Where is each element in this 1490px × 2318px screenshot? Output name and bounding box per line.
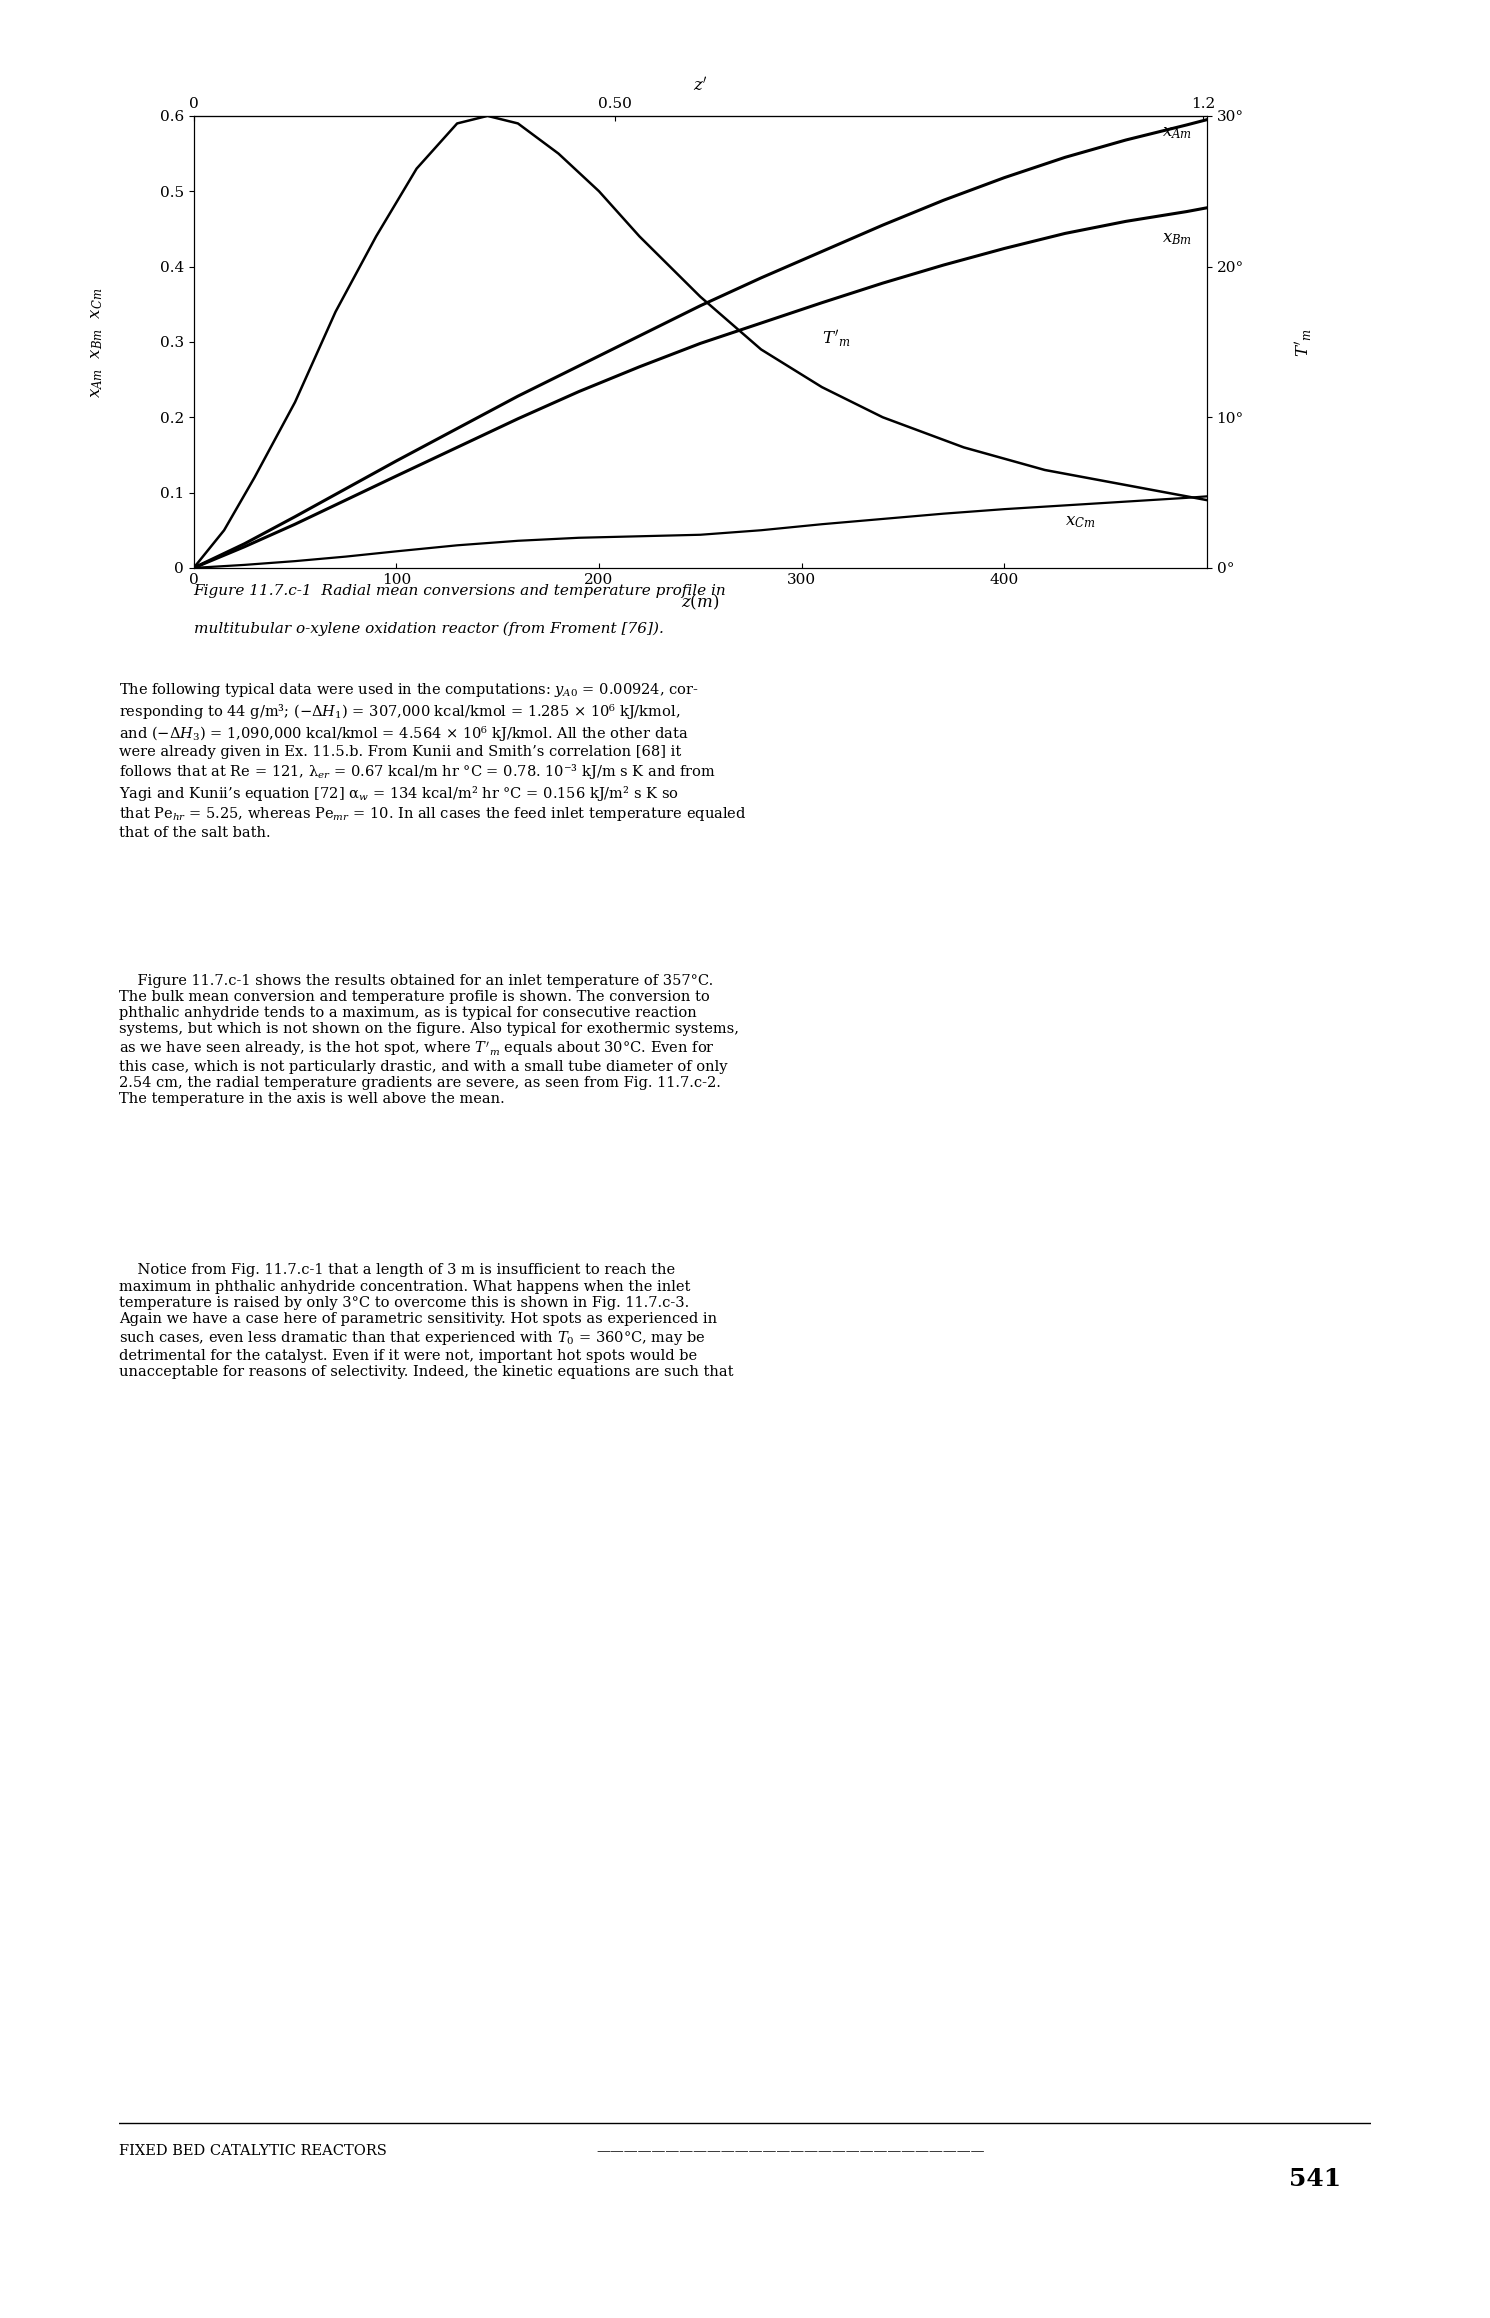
Text: $x_{Cm}$: $x_{Cm}$ [1065, 512, 1095, 531]
Text: The following typical data were used in the computations: $y_{A0}$ = 0.00924, co: The following typical data were used in … [119, 681, 746, 839]
Text: $x_{Am}$  $x_{Bm}$  $x_{Cm}$: $x_{Am}$ $x_{Bm}$ $x_{Cm}$ [88, 287, 106, 399]
Text: $T'_m$: $T'_m$ [1293, 329, 1314, 357]
Text: 541: 541 [1289, 2167, 1341, 2191]
X-axis label: $z'$: $z'$ [693, 76, 708, 95]
Text: Figure 11.7.c-1  Radial mean conversions and temperature profile in: Figure 11.7.c-1 Radial mean conversions … [194, 584, 727, 598]
X-axis label: $z(m)$: $z(m)$ [681, 593, 720, 612]
Text: Notice from Fig. 11.7.c-1 that a length of 3 m is insufficient to reach the
maxi: Notice from Fig. 11.7.c-1 that a length … [119, 1263, 733, 1379]
Text: $x_{Bm}$: $x_{Bm}$ [1162, 229, 1192, 248]
Text: multitubular o-xylene oxidation reactor (from Froment [76]).: multitubular o-xylene oxidation reactor … [194, 621, 663, 635]
Text: FIXED BED CATALYTIC REACTORS: FIXED BED CATALYTIC REACTORS [119, 2144, 387, 2158]
Text: Figure 11.7.c-1 shows the results obtained for an inlet temperature of 357°C.
Th: Figure 11.7.c-1 shows the results obtain… [119, 974, 739, 1106]
Text: $x_{Am}$: $x_{Am}$ [1162, 123, 1192, 141]
Text: $T'_m$: $T'_m$ [822, 327, 851, 348]
Text: ————————————————————————————: ———————————————————————————— [596, 2144, 985, 2158]
